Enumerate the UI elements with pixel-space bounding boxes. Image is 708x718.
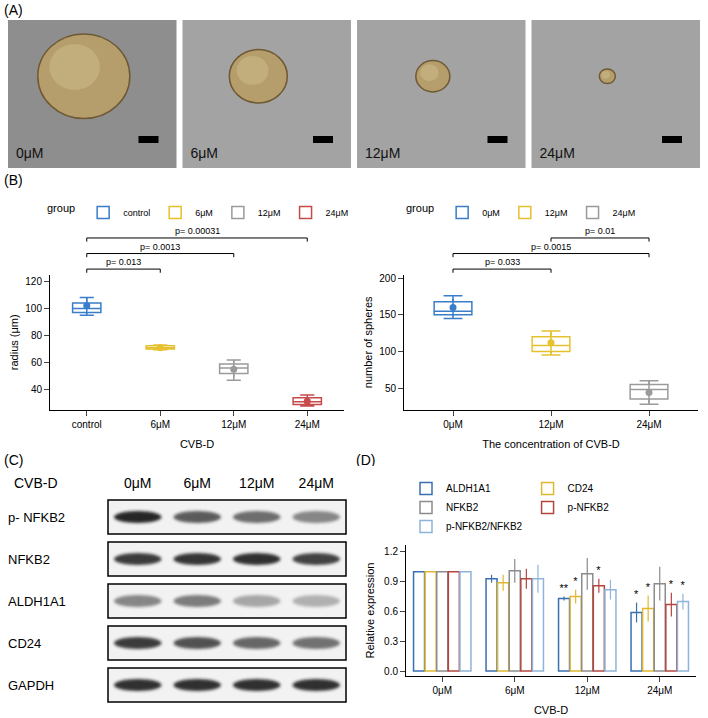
svg-text:control: control: [123, 208, 150, 218]
svg-text:40: 40: [31, 384, 43, 395]
svg-text:200: 200: [379, 273, 396, 284]
svg-text:p= 0.0013: p= 0.0013: [140, 242, 180, 252]
svg-text:NFKB2: NFKB2: [8, 552, 50, 567]
svg-text:p= 0.00031: p= 0.00031: [175, 226, 220, 236]
svg-text:0μM: 0μM: [432, 685, 452, 696]
svg-text:NFKB2: NFKB2: [446, 502, 479, 513]
svg-text:24μM: 24μM: [540, 145, 575, 161]
svg-text:CD24: CD24: [8, 636, 41, 651]
svg-text:0.3: 0.3: [384, 636, 398, 647]
svg-text:control: control: [72, 419, 102, 430]
svg-text:0.0: 0.0: [384, 666, 398, 677]
svg-text:The concentration of CVB-D: The concentration of CVB-D: [482, 438, 620, 450]
svg-text:6μM: 6μM: [195, 208, 213, 218]
svg-text:24μM: 24μM: [613, 208, 636, 218]
svg-text:0μM: 0μM: [16, 145, 44, 161]
svg-text:120: 120: [25, 276, 42, 287]
svg-text:p= 0.01: p= 0.01: [585, 226, 615, 236]
svg-text:6μM: 6μM: [183, 475, 211, 491]
svg-text:ALDH1A1: ALDH1A1: [8, 594, 66, 609]
svg-text:24μM: 24μM: [647, 685, 672, 696]
svg-text:*: *: [634, 588, 639, 600]
svg-text:1.2: 1.2: [384, 546, 398, 557]
svg-text:number of spheres: number of spheres: [362, 296, 374, 388]
svg-text:80: 80: [31, 330, 43, 341]
svg-text:12μM: 12μM: [575, 685, 600, 696]
svg-text:group: group: [406, 202, 434, 214]
svg-text:100: 100: [379, 346, 396, 357]
html-text:(C): (C): [4, 452, 24, 468]
svg-text:24μM: 24μM: [326, 208, 349, 218]
svg-text:6μM: 6μM: [150, 419, 170, 430]
svg-text:**: **: [559, 582, 568, 594]
svg-text:0μM: 0μM: [443, 419, 463, 430]
svg-text:24μM: 24μM: [299, 475, 334, 491]
svg-text:*: *: [646, 581, 651, 593]
svg-text:0.6: 0.6: [384, 606, 398, 617]
svg-text:GAPDH: GAPDH: [8, 678, 54, 693]
svg-text:60: 60: [31, 357, 43, 368]
svg-text:50: 50: [385, 383, 397, 394]
svg-text:p= 0.033: p= 0.033: [485, 257, 520, 267]
svg-text:6μM: 6μM: [191, 145, 219, 161]
svg-text:p- NFKB2: p- NFKB2: [8, 510, 65, 525]
svg-text:12μM: 12μM: [258, 208, 281, 218]
svg-text:100: 100: [25, 303, 42, 314]
svg-text:0μM: 0μM: [482, 208, 500, 218]
svg-text:*: *: [680, 579, 685, 591]
html-text:(A): (A): [4, 2, 23, 18]
svg-text:p-NFKB2: p-NFKB2: [568, 502, 610, 513]
svg-text:0μM: 0μM: [124, 475, 152, 491]
svg-text:0.9: 0.9: [384, 576, 398, 587]
svg-text:*: *: [596, 564, 601, 576]
svg-text:12μM: 12μM: [239, 475, 274, 491]
svg-text:150: 150: [379, 309, 396, 320]
svg-text:24μM: 24μM: [636, 419, 661, 430]
svg-text:*: *: [669, 578, 674, 590]
svg-text:Relative expression: Relative expression: [364, 563, 376, 659]
svg-text:12μM: 12μM: [221, 419, 246, 430]
svg-text:group: group: [47, 202, 75, 214]
html-text:(D): (D): [356, 452, 376, 468]
svg-text:radius (μm): radius (μm): [8, 314, 20, 370]
svg-text:p= 0.0015: p= 0.0015: [531, 242, 571, 252]
html-text:(B): (B): [4, 172, 23, 188]
svg-text:CVB-D: CVB-D: [14, 475, 58, 491]
svg-text:*: *: [573, 575, 578, 587]
svg-text:24μM: 24μM: [295, 419, 320, 430]
svg-text:6μM: 6μM: [505, 685, 525, 696]
svg-text:12μM: 12μM: [538, 419, 563, 430]
svg-text:ALDH1A1: ALDH1A1: [446, 483, 491, 494]
svg-text:12μM: 12μM: [545, 208, 568, 218]
svg-text:12μM: 12μM: [365, 145, 400, 161]
svg-text:CD24: CD24: [568, 483, 594, 494]
svg-text:p-NFKB2/NFKB2: p-NFKB2/NFKB2: [446, 521, 523, 532]
svg-text:CVB-D: CVB-D: [534, 704, 568, 716]
svg-text:CVB-D: CVB-D: [180, 438, 214, 450]
svg-text:p= 0.013: p= 0.013: [106, 257, 141, 267]
